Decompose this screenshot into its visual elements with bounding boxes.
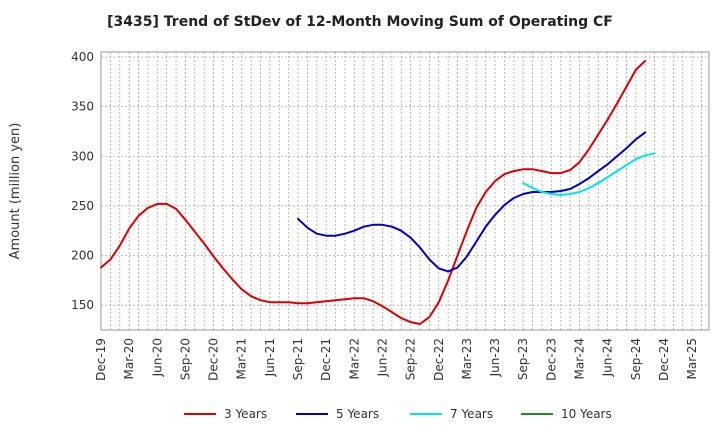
x-tick-label: Jun-24 <box>601 338 615 377</box>
x-tick-label: Dec-24 <box>657 338 671 381</box>
x-tick-label: Dec-22 <box>432 338 446 381</box>
legend-label: 3 Years <box>224 407 267 421</box>
x-tick-label: Sep-23 <box>516 338 530 380</box>
x-tick-label: Jun-22 <box>375 338 389 377</box>
legend: 3 Years 5 Years 7 Years 10 Years <box>184 407 612 421</box>
legend-label: 7 Years <box>450 407 493 421</box>
series-line-7-years <box>522 152 656 196</box>
y-axis-title: Amount (million yen) <box>8 123 23 260</box>
y-tick-label: 150 <box>71 298 94 312</box>
x-tick-label: Mar-25 <box>685 338 699 379</box>
y-axis-ticks: 150 200 250 300 350 400 <box>71 50 94 312</box>
series-line-5-years <box>297 131 647 273</box>
x-tick-label: Sep-20 <box>178 338 192 380</box>
x-tick-label: Mar-22 <box>347 338 361 379</box>
x-tick-label: Mar-23 <box>460 338 474 379</box>
x-tick-label: Dec-23 <box>544 338 558 381</box>
x-tick-label: Dec-19 <box>94 338 108 381</box>
grid-lines <box>100 52 709 330</box>
x-tick-label: Mar-21 <box>235 338 249 379</box>
x-tick-label: Jun-23 <box>488 338 502 377</box>
series-lines <box>100 59 656 325</box>
plot-area-border <box>100 51 710 331</box>
x-tick-label: Dec-21 <box>319 338 333 381</box>
x-axis-ticks: Dec-19 Mar-20 Jun-20 Sep-20 Dec-20 Mar-21 Jun-… <box>94 338 699 381</box>
x-tick-label: Sep-22 <box>404 338 418 380</box>
x-tick-label: Mar-20 <box>122 338 136 379</box>
legend-label: 10 Years <box>561 407 612 421</box>
x-tick-label: Jun-21 <box>263 338 277 377</box>
y-tick-label: 300 <box>71 149 94 163</box>
x-tick-label: Sep-24 <box>629 338 643 380</box>
y-tick-label: 250 <box>71 199 94 213</box>
series-line-3-years <box>100 59 647 325</box>
y-tick-label: 400 <box>71 50 94 64</box>
y-tick-label: 350 <box>71 100 94 114</box>
x-tick-label: Sep-21 <box>291 338 305 380</box>
y-tick-label: 200 <box>71 249 94 263</box>
x-tick-label: Jun-20 <box>150 338 164 377</box>
chart-title: [3435] Trend of StDev of 12-Month Moving… <box>107 14 613 30</box>
x-tick-label: Dec-20 <box>207 338 221 381</box>
legend-label: 5 Years <box>336 407 379 421</box>
x-tick-label: Mar-24 <box>573 338 587 379</box>
